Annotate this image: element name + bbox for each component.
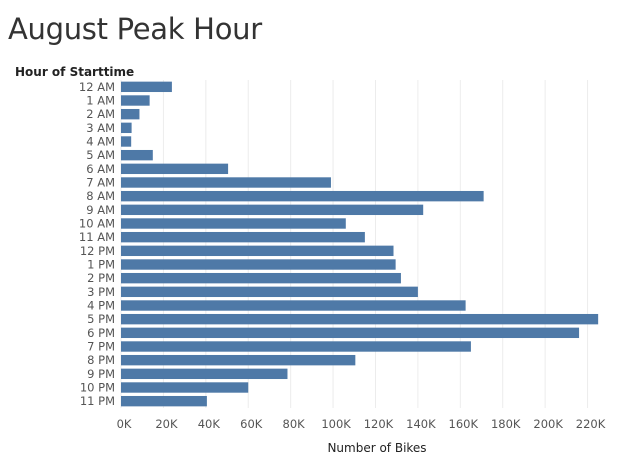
bar[interactable] [121, 382, 249, 393]
x-tick-label: 80K [283, 417, 306, 431]
bar[interactable] [121, 245, 394, 257]
x-tick-label: 100K [321, 417, 351, 431]
y-tick-label: 8 AM [86, 189, 115, 203]
x-axis-title: Number of Bikes [327, 441, 426, 455]
x-tick-label: 180K [491, 417, 521, 431]
y-tick-label: 11 PM [80, 394, 115, 408]
x-tick-label: 140K [406, 417, 436, 431]
y-tick-label: 8 PM [87, 353, 115, 367]
y-tick-label: 10 AM [79, 217, 115, 231]
y-tick-label: 7 AM [86, 176, 115, 190]
bar[interactable] [121, 95, 150, 106]
bar[interactable] [121, 163, 229, 175]
bar[interactable] [121, 136, 132, 147]
x-tick-label: 120K [364, 417, 394, 431]
bar[interactable] [121, 313, 599, 325]
y-tick-label: 5 PM [87, 312, 115, 326]
x-tick-label: 220K [576, 417, 606, 431]
chart-title: August Peak Hour [8, 12, 262, 46]
y-tick-label: 12 PM [80, 244, 115, 258]
bar[interactable] [121, 177, 331, 188]
y-tick-label: 1 AM [86, 94, 115, 108]
y-tick-label: 9 PM [87, 367, 115, 381]
y-tick-label: 9 AM [86, 203, 115, 217]
y-tick-label: 5 AM [86, 148, 115, 162]
bars [121, 81, 599, 407]
y-tick-label: 4 PM [87, 299, 115, 313]
x-tick-label: 160K [449, 417, 479, 431]
bar[interactable] [121, 218, 346, 229]
bar[interactable] [121, 395, 207, 407]
bar[interactable] [121, 81, 172, 93]
y-tick-label: 12 AM [79, 80, 115, 94]
y-axis-title: Hour of Starttime [15, 65, 134, 79]
bar[interactable] [121, 108, 140, 120]
x-tick-labels: 0K 20K 40K 60K 80K 100K 120K 140K 160K 180K 200K 22… [117, 417, 606, 431]
bar[interactable] [121, 190, 484, 202]
x-tick-label: 0K [117, 417, 132, 431]
y-tick-label: 2 AM [86, 107, 115, 121]
bar[interactable] [121, 149, 153, 161]
bar[interactable] [121, 286, 418, 298]
y-tick-label: 2 PM [87, 271, 115, 285]
bar[interactable] [121, 122, 132, 134]
x-tick-label: 60K [240, 417, 263, 431]
y-tick-label: 7 PM [87, 340, 115, 354]
y-tick-label: 3 AM [86, 121, 115, 135]
y-tick-label: 11 AM [79, 230, 115, 244]
y-tick-label: 4 AM [86, 135, 115, 149]
bar[interactable] [121, 204, 424, 216]
bar[interactable] [121, 272, 401, 284]
y-tick-label: 3 PM [87, 285, 115, 299]
y-tick-label: 1 PM [87, 258, 115, 272]
bar[interactable] [121, 368, 288, 380]
bar[interactable] [121, 327, 580, 339]
bar[interactable] [121, 300, 466, 311]
x-tick-label: 40K [198, 417, 221, 431]
bar[interactable] [121, 259, 396, 270]
y-tick-labels: 12 AM1 AM2 AM3 AM4 AM5 AM6 AM7 AM8 AM9 A… [79, 80, 115, 408]
bar[interactable] [121, 231, 365, 243]
bar[interactable] [121, 341, 471, 352]
bar[interactable] [121, 354, 356, 366]
y-tick-label: 10 PM [80, 381, 115, 395]
x-tick-label: 20K [155, 417, 178, 431]
gridlines [120, 80, 589, 408]
x-tick-label: 200K [533, 417, 563, 431]
y-tick-label: 6 PM [87, 326, 115, 340]
y-tick-label: 6 AM [86, 162, 115, 176]
